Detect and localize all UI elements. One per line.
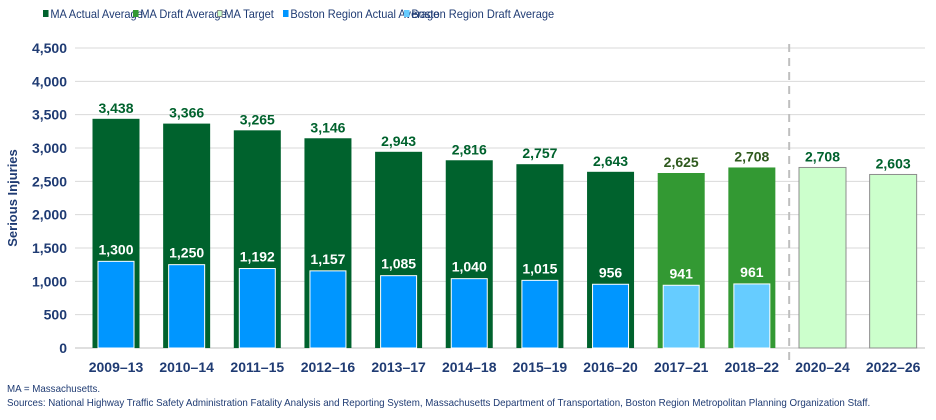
y-tick-label: 2,500 bbox=[32, 173, 67, 189]
x-tick-label: 2014–18 bbox=[442, 359, 497, 375]
boston-bar bbox=[733, 283, 771, 349]
x-tick-label: 2010–14 bbox=[159, 359, 214, 375]
x-tick-label: 2018–22 bbox=[725, 359, 780, 375]
legend-swatch bbox=[217, 10, 223, 17]
legend-label: Boston Region Draft Average bbox=[411, 7, 555, 21]
legend-label: MA Actual Average bbox=[50, 7, 143, 21]
ma-value-label: 3,438 bbox=[98, 100, 133, 116]
legend-swatch bbox=[404, 10, 410, 17]
legend: MA Actual Average MA Draft Average MA Ta… bbox=[0, 7, 936, 23]
legend-label: MA Target bbox=[224, 7, 274, 21]
x-tick-label: 2013–17 bbox=[371, 359, 426, 375]
ma-value-label: 2,757 bbox=[522, 145, 557, 161]
ma-value-label: 2,708 bbox=[805, 148, 840, 164]
y-tick-label: 4,500 bbox=[32, 40, 67, 56]
x-tick-label: 2009–13 bbox=[89, 359, 144, 375]
ma-value-label: 2,625 bbox=[664, 154, 699, 170]
boston-bar bbox=[309, 270, 347, 349]
boston-value-label: 1,250 bbox=[169, 245, 204, 261]
y-tick-label: 3,500 bbox=[32, 107, 67, 123]
y-tick-label: 1,500 bbox=[32, 240, 67, 256]
legend-swatch bbox=[133, 10, 139, 17]
legend-boston-draft: Boston Region Draft Average bbox=[404, 7, 554, 21]
ma-value-label: 3,366 bbox=[169, 105, 204, 121]
boston-bar bbox=[521, 279, 559, 349]
y-axis-title: Serious Injuries bbox=[5, 149, 20, 247]
boston-value-label: 1,300 bbox=[98, 241, 133, 257]
legend-ma-target: MA Target bbox=[217, 7, 274, 21]
ma-value-label: 3,265 bbox=[240, 111, 275, 127]
legend-swatch bbox=[283, 10, 289, 17]
boston-bar bbox=[380, 275, 418, 349]
footnote-sources: Sources: National Highway Traffic Safety… bbox=[7, 397, 871, 409]
boston-value-label: 1,040 bbox=[452, 259, 487, 275]
y-tick-label: 2,000 bbox=[32, 207, 67, 223]
boston-value-label: 1,192 bbox=[240, 249, 275, 265]
legend-boston-actual: Boston Region Actual Average bbox=[283, 7, 439, 21]
x-tick-label: 2022–26 bbox=[866, 359, 921, 375]
boston-value-label: 941 bbox=[670, 265, 694, 281]
ma-bar bbox=[869, 173, 918, 349]
x-tick-label: 2015–19 bbox=[513, 359, 568, 375]
boston-value-label: 1,085 bbox=[381, 256, 416, 272]
boston-value-label: 1,157 bbox=[310, 251, 345, 267]
footnote-abbrev: MA = Massachusetts. bbox=[7, 383, 101, 395]
ma-bar bbox=[798, 166, 847, 349]
ma-value-label: 2,643 bbox=[593, 153, 628, 169]
boston-bar bbox=[662, 284, 700, 349]
x-tick-label: 2016–20 bbox=[583, 359, 638, 375]
legend-label: MA Draft Average bbox=[140, 7, 227, 21]
boston-value-label: 961 bbox=[740, 264, 764, 280]
legend-label: Boston Region Actual Average bbox=[290, 7, 440, 21]
y-tick-label: 0 bbox=[59, 340, 67, 356]
x-tick-label: 2017–21 bbox=[654, 359, 709, 375]
legend-swatch bbox=[43, 10, 49, 17]
boston-bar bbox=[450, 278, 488, 349]
ma-value-label: 2,603 bbox=[876, 155, 911, 171]
y-tick-label: 4,000 bbox=[32, 73, 67, 89]
boston-value-label: 1,015 bbox=[522, 260, 557, 276]
x-tick-label: 2012–16 bbox=[301, 359, 356, 375]
boston-bar bbox=[97, 260, 135, 349]
y-tick-label: 500 bbox=[44, 307, 68, 323]
ma-value-label: 2,708 bbox=[734, 148, 769, 164]
boston-bar bbox=[168, 264, 206, 349]
y-tick-label: 1,000 bbox=[32, 273, 67, 289]
legend-ma-draft: MA Draft Average bbox=[133, 7, 227, 21]
ma-value-label: 3,146 bbox=[310, 119, 345, 135]
boston-bar bbox=[592, 283, 630, 349]
boston-bar bbox=[238, 268, 276, 349]
legend-ma-actual: MA Actual Average bbox=[43, 7, 143, 21]
ma-value-label: 2,816 bbox=[452, 141, 487, 157]
x-tick-label: 2020–24 bbox=[795, 359, 850, 375]
y-tick-label: 3,000 bbox=[32, 140, 67, 156]
x-tick-label: 2011–15 bbox=[230, 359, 284, 375]
ma-value-label: 2,943 bbox=[381, 133, 416, 149]
boston-value-label: 956 bbox=[599, 264, 623, 280]
